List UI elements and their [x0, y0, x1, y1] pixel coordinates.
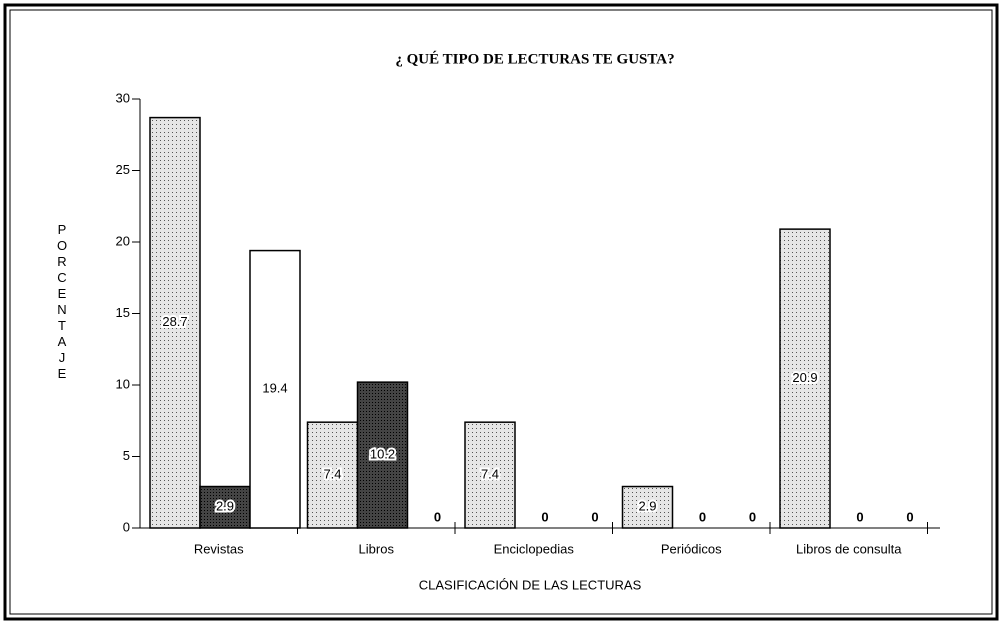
- bar: [356, 381, 409, 529]
- data-label: 0: [749, 509, 756, 524]
- y-tick-label: 0: [123, 519, 130, 534]
- y-tick-label: 20: [116, 233, 130, 248]
- y-tick-label: 30: [116, 90, 130, 105]
- y-axis-label: PORCENTAJE: [56, 222, 68, 381]
- data-label: 7.4: [323, 467, 341, 482]
- data-label: 0: [906, 509, 913, 524]
- data-label: 2.9: [638, 499, 656, 514]
- x-tick-label: Revistas: [194, 541, 244, 556]
- y-tick-label: 25: [116, 162, 130, 177]
- frame-inner: [9, 9, 993, 615]
- x-tick-label: Enciclopedias: [494, 541, 575, 556]
- bar: [249, 249, 301, 529]
- data-label: 28.7: [162, 314, 187, 329]
- data-label: 19.4: [262, 381, 287, 396]
- chart-title: ¿ QUÉ TIPO DE LECTURAS TE GUSTA?: [395, 50, 674, 67]
- data-label: 0: [541, 509, 548, 524]
- bar: [779, 228, 831, 529]
- y-tick-label: 15: [116, 305, 130, 320]
- data-label: 0: [856, 509, 863, 524]
- data-label: 0: [591, 509, 598, 524]
- x-tick-label: Libros de consulta: [796, 541, 902, 556]
- data-label: 20.9: [792, 370, 817, 385]
- y-tick-label: 10: [116, 376, 130, 391]
- bar: [464, 421, 516, 529]
- bar: [199, 485, 251, 529]
- x-tick-label: Libros: [359, 541, 395, 556]
- x-tick-label: Periódicos: [661, 541, 722, 556]
- frame: [3, 3, 999, 621]
- data-label: 0: [699, 509, 706, 524]
- bar: [149, 116, 201, 529]
- y-tick-label: 5: [123, 448, 130, 463]
- bar: [621, 485, 674, 529]
- x-axis-label: CLASIFICACIÓN DE LAS LECTURAS: [419, 577, 642, 592]
- data-label: 2.9: [216, 499, 234, 514]
- data-label: 10.2: [370, 447, 395, 462]
- data-label: 7.4: [481, 467, 499, 482]
- data-label: 0: [434, 509, 441, 524]
